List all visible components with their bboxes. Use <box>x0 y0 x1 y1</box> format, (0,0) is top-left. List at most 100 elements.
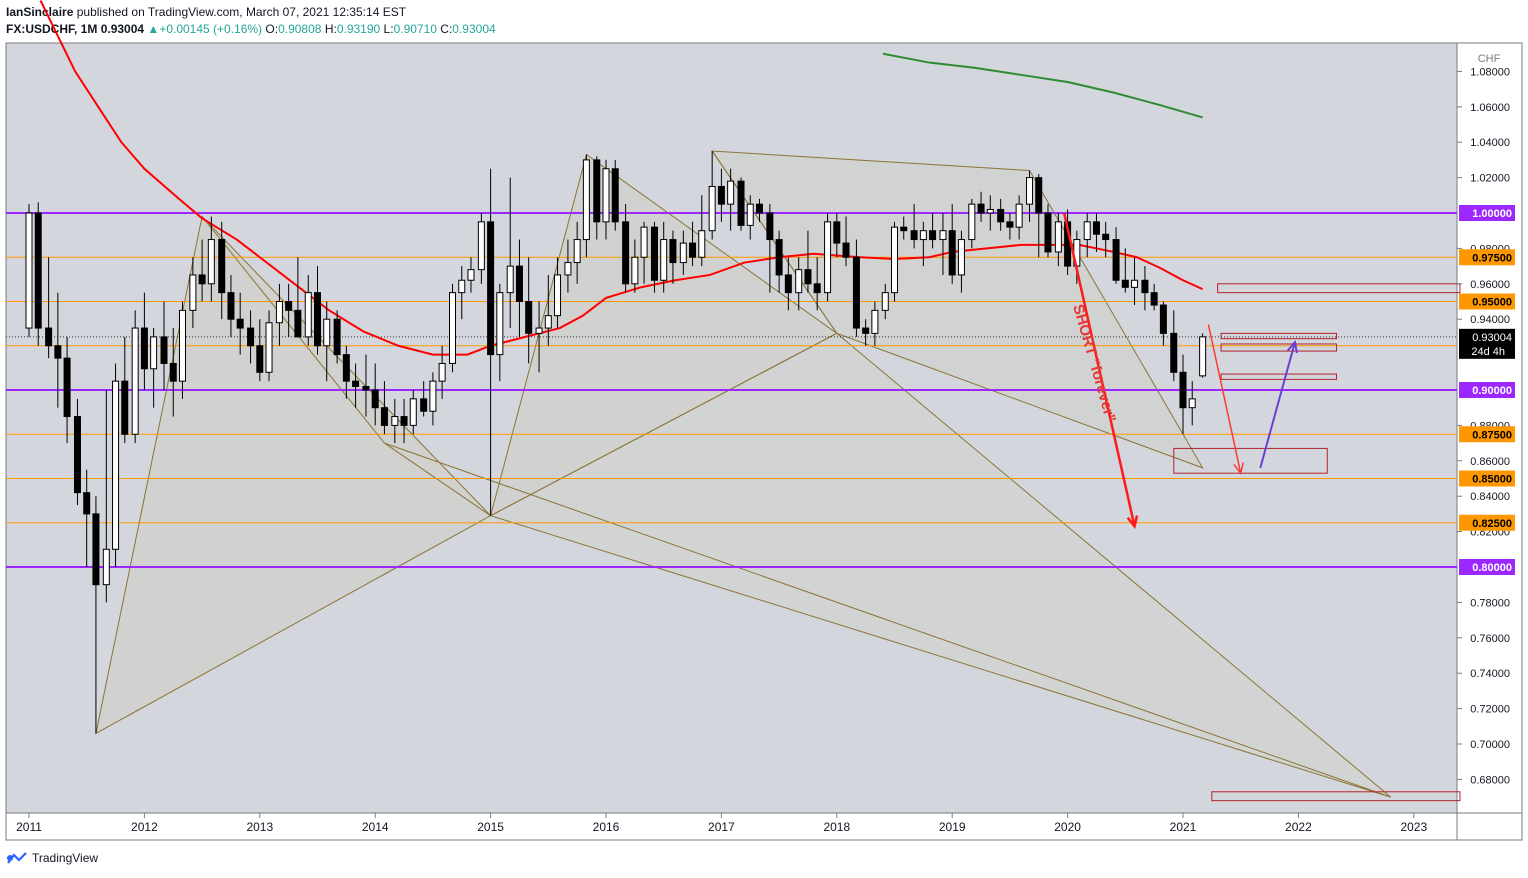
short-arrow-head <box>1126 515 1139 530</box>
candle-body <box>1121 279 1129 288</box>
price-tick-label: 0.72000 <box>1470 704 1510 716</box>
support-resistance-levels <box>6 212 1457 568</box>
candle-body <box>160 336 168 364</box>
candle-body <box>1150 292 1158 306</box>
low-label: L: <box>383 22 394 36</box>
candle-body <box>496 292 504 356</box>
candle-body <box>891 226 898 294</box>
candle-body <box>391 416 399 426</box>
candle-body <box>622 221 630 285</box>
candle-body <box>775 239 783 276</box>
author-name[interactable]: IanSinclaire <box>6 5 74 19</box>
level-label-bg <box>1459 426 1515 443</box>
candle-body <box>535 327 543 334</box>
candle-body <box>977 203 985 214</box>
publisher-line: IanSinclaire published on TradingView.co… <box>6 5 406 19</box>
candles <box>25 151 1207 734</box>
candle-body <box>189 274 197 311</box>
zone-box <box>1217 283 1461 294</box>
candle-body <box>650 226 658 281</box>
candle-body <box>294 309 302 338</box>
time-tick-label: 2021 <box>1170 820 1197 834</box>
candle-body <box>45 327 53 347</box>
candle-body <box>554 274 562 317</box>
plot-area[interactable] <box>6 43 1457 813</box>
candle-body <box>333 318 341 356</box>
candle-body <box>679 242 687 264</box>
candle-body <box>833 221 841 244</box>
pattern-line <box>201 216 385 444</box>
candle-body <box>766 212 774 241</box>
up-arrow <box>1259 341 1296 469</box>
candle-body <box>198 274 206 285</box>
zone-box <box>1220 332 1337 340</box>
candle-body <box>54 345 62 359</box>
candle-body <box>1015 203 1023 228</box>
candle-body <box>247 327 255 347</box>
level-label: 1.00000 <box>1472 208 1512 220</box>
bar-countdown-label: 24d 4h <box>1471 346 1505 358</box>
close-label: C: <box>440 22 453 36</box>
time-tick-label: 2017 <box>708 820 735 834</box>
chart-frame <box>5 42 1523 841</box>
candle-body <box>813 283 821 294</box>
candle-body <box>525 301 533 334</box>
time-tick-label: 2011 <box>16 820 42 834</box>
high-label: H: <box>324 22 337 36</box>
candle-body <box>236 318 244 329</box>
time-tick-label: 2023 <box>1400 820 1427 834</box>
pattern-line <box>384 442 491 517</box>
time-tick-label: 2022 <box>1285 820 1312 834</box>
price-tick-label: 0.86000 <box>1470 456 1510 468</box>
candle-body <box>83 492 91 515</box>
time-tick-label: 2019 <box>939 820 966 834</box>
candle-body <box>477 221 485 271</box>
level-label-bg <box>1459 249 1515 266</box>
candle-body <box>102 548 110 586</box>
pattern-line <box>384 442 1391 798</box>
candle-body <box>458 279 466 294</box>
moving-average-line <box>882 52 1203 119</box>
ohlc-line: FX:USDCHF, 1M 0.93004 ▲+0.00145 (+0.16%)… <box>6 22 496 36</box>
candle-body <box>256 345 264 373</box>
candle-body <box>842 242 850 258</box>
candle-body <box>131 327 139 435</box>
candle-body <box>564 262 572 276</box>
candle-body <box>265 322 273 373</box>
level-label-bg <box>1459 514 1515 531</box>
price-tick-label: 1.04000 <box>1470 137 1510 149</box>
candle-body <box>323 318 331 347</box>
candle-body <box>314 292 321 347</box>
brand-name: TradingView <box>32 851 99 865</box>
time-tick-label: 2013 <box>246 820 273 834</box>
candle-body <box>804 269 812 285</box>
candle-body <box>1102 233 1110 241</box>
level-labels: 1.000000.975000.950000.925000.900000.875… <box>1459 205 1515 575</box>
candle-body <box>506 265 514 294</box>
time-axis[interactable] <box>6 813 1522 840</box>
symbol-label[interactable]: FX:USDCHF, 1M <box>6 22 98 36</box>
currency-label: CHF <box>1478 53 1501 65</box>
candle-body <box>352 380 360 387</box>
price-tick-label: 0.96000 <box>1470 279 1510 291</box>
price-tick-label: 0.70000 <box>1470 739 1510 751</box>
candle-body <box>169 362 177 382</box>
zone-box <box>1173 447 1328 474</box>
candle-body <box>852 256 860 329</box>
candle-body <box>92 513 100 586</box>
candle-body <box>467 269 475 281</box>
candle-body <box>957 239 965 276</box>
candle-body <box>881 292 889 311</box>
tradingview-logo[interactable]: TradingView <box>6 851 98 865</box>
candle-body <box>997 208 1005 223</box>
candle-body <box>342 354 350 382</box>
candle-body <box>1054 221 1062 253</box>
candle-body <box>631 256 639 285</box>
level-label-bg <box>1459 559 1515 575</box>
candle-body <box>304 292 312 338</box>
candle-body <box>871 309 879 334</box>
candle-body <box>1026 177 1034 205</box>
candle-body <box>986 208 994 214</box>
candle-body <box>784 274 792 294</box>
